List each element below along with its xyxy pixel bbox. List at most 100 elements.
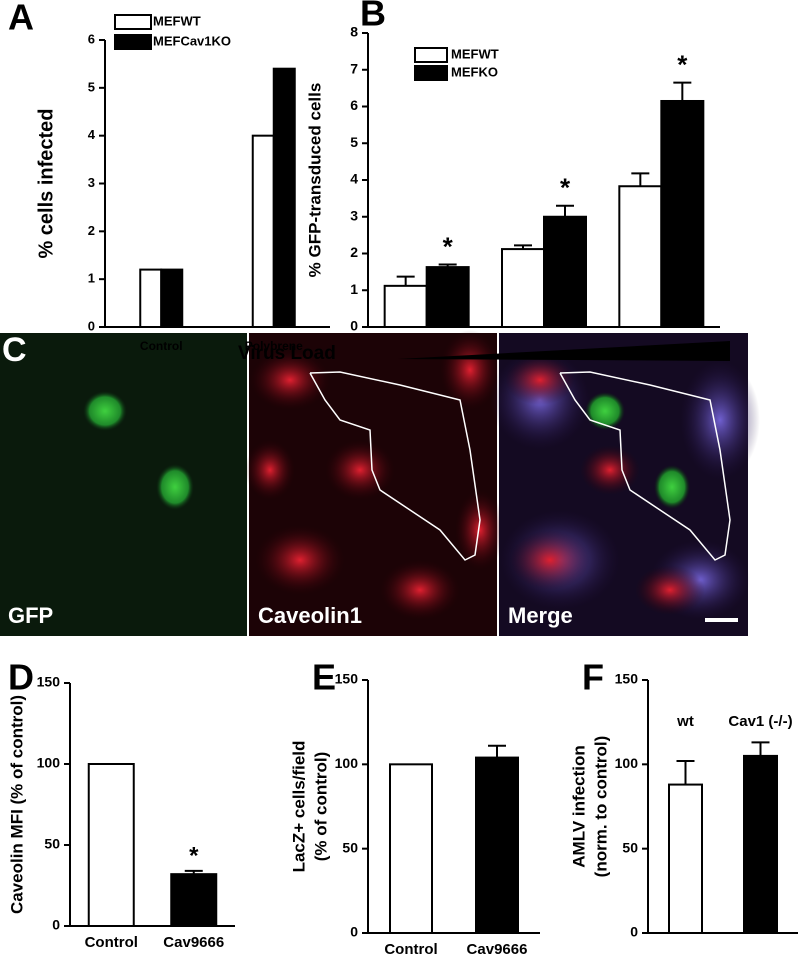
y-axis-label: LacZ+ cells/field: [289, 741, 308, 873]
y-tick-label: 150: [615, 671, 639, 687]
panel-label: A: [8, 0, 34, 38]
bar: [272, 67, 296, 328]
y-tick-label: 50: [622, 839, 638, 855]
nucleus: [156, 464, 194, 510]
gfp-image: [0, 333, 247, 636]
x-tick-label: Cav1 (-/-): [728, 713, 792, 730]
error-bar: [556, 204, 574, 217]
virus-load-wedge: [398, 341, 730, 361]
legend-swatch: [114, 14, 152, 30]
y-axis-label: % cells infected: [35, 108, 57, 258]
bar: [170, 873, 218, 927]
bar: [501, 248, 545, 328]
annotation: *: [189, 842, 199, 869]
legend-swatch: [114, 34, 152, 50]
y-tick-label: 8: [350, 24, 358, 40]
panel-label: E: [312, 657, 336, 698]
panel-label: F: [582, 657, 604, 698]
y-tick-label: 100: [615, 755, 639, 771]
error-bar: [514, 244, 532, 250]
y-tick-label: 0: [52, 917, 60, 933]
y-tick-label: 1: [350, 281, 358, 297]
y-axis-label: (% of control): [311, 752, 330, 862]
error-bar: [184, 869, 203, 875]
x-tick-label: Control: [384, 941, 437, 958]
y-tick-label: 0: [88, 318, 95, 333]
y-tick-label: 150: [335, 671, 359, 687]
legend-label: MEFWT: [451, 46, 499, 61]
x-tick-label: Cav9666: [163, 934, 224, 951]
x-axis-label: Virus Load: [238, 343, 336, 364]
y-tick-label: 3: [350, 207, 358, 223]
panel-label: C: [2, 331, 27, 369]
micrographs: [0, 330, 760, 636]
bar: [425, 266, 470, 329]
bar: [87, 763, 135, 927]
y-axis-label: AMLV infection: [569, 745, 588, 867]
error-bar: [631, 172, 650, 187]
bar: [668, 783, 703, 934]
error-bar: [488, 744, 506, 758]
x-tick-label: wt: [676, 713, 694, 730]
bar: [743, 754, 778, 935]
y-tick-label: 5: [88, 79, 95, 94]
legend-label: MEFWT: [153, 13, 201, 28]
error-bar: [676, 759, 695, 785]
bar: [543, 215, 587, 328]
cell-outline: [309, 371, 481, 561]
bar: [251, 134, 275, 328]
x-tick-label: Control: [140, 339, 183, 353]
y-tick-label: 5: [350, 134, 358, 150]
bar: [383, 284, 428, 328]
legend-label: MEFKO: [451, 64, 498, 79]
y-tick-label: 2: [88, 223, 95, 238]
panel-label: D: [8, 657, 34, 698]
legend-label: MEFCav1KO: [153, 33, 231, 48]
x-tick-label: Cav9666: [467, 941, 528, 958]
bar: [660, 99, 705, 328]
image-label: Merge: [508, 603, 573, 628]
image-label: Caveolin1: [258, 603, 362, 628]
legend-swatch: [414, 47, 448, 63]
error-bar: [438, 263, 457, 268]
y-axis-label: % GFP-transduced cells: [305, 83, 324, 278]
y-tick-label: 100: [37, 755, 61, 771]
annotation: *: [560, 173, 571, 203]
y-tick-label: 50: [44, 836, 60, 852]
bar: [475, 756, 519, 934]
y-tick-label: 0: [350, 318, 358, 334]
nucleus: [83, 391, 127, 431]
y-tick-label: 7: [350, 60, 358, 76]
x-tick-label: Control: [85, 934, 138, 951]
panel-label: B: [360, 0, 386, 34]
image-label: GFP: [8, 603, 53, 628]
error-bar: [673, 81, 692, 101]
cell-outline: [559, 371, 731, 561]
red-stain: [245, 330, 505, 620]
y-tick-label: 6: [350, 97, 358, 113]
y-tick-label: 1: [88, 271, 95, 286]
annotation: *: [677, 49, 688, 79]
y-axis-label: (norm. to control): [591, 736, 610, 878]
legend-swatch: [414, 65, 448, 81]
y-tick-label: 0: [350, 924, 358, 940]
bar: [389, 763, 433, 934]
y-tick-label: 0: [630, 924, 638, 940]
error-bar: [396, 275, 415, 286]
y-tick-label: 3: [88, 175, 95, 190]
x-tick-label: Polybrene: [245, 339, 303, 353]
bar: [618, 185, 663, 328]
y-tick-label: 6: [88, 31, 95, 46]
y-tick-label: 150: [37, 674, 61, 690]
y-tick-label: 50: [342, 839, 358, 855]
y-axis-label: Caveolin MFI (% of control): [7, 695, 26, 914]
bar: [139, 268, 163, 329]
y-tick-label: 2: [350, 244, 358, 260]
y-tick-label: 4: [88, 127, 96, 142]
error-bar: [751, 741, 770, 756]
merge-stain: [490, 350, 760, 620]
y-tick-label: 4: [350, 171, 358, 187]
bar: [160, 268, 184, 329]
annotation: *: [443, 231, 454, 261]
